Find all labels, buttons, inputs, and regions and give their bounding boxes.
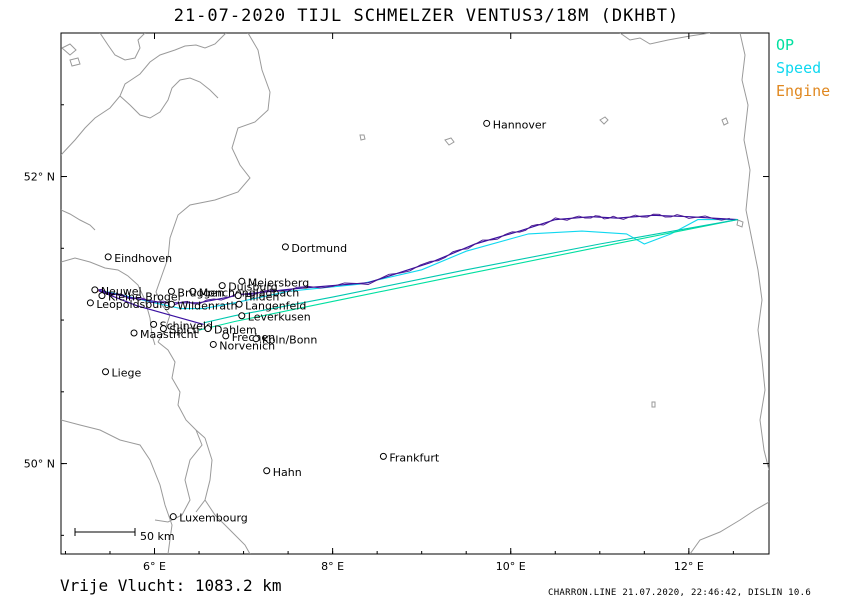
city-label: Luxembourg (179, 512, 248, 525)
flight-tracks (94, 213, 738, 331)
city-label: Monchengladbach (199, 286, 299, 299)
city-label: Hahn (273, 466, 302, 479)
city-marker (91, 286, 99, 294)
city-label: Koln/Bonn (262, 334, 317, 347)
track-track-outbound (96, 214, 738, 304)
border-be-de (157, 341, 206, 439)
city-label: Schinveld (160, 319, 213, 332)
city-label: Bruggen (177, 286, 224, 299)
map-frame (60, 32, 770, 555)
border-fr-de (204, 499, 251, 554)
city-label: Langenfeld (245, 299, 306, 312)
city-marker (218, 282, 226, 290)
y-tick-label: 50° N (24, 458, 55, 471)
scale-bar-label: 50 km (140, 530, 175, 543)
city-label: Duisburg (228, 281, 277, 294)
border-nl-de (155, 33, 271, 343)
city-label: Kleine Brogel (108, 291, 181, 304)
city-marker (222, 332, 230, 340)
city-marker (238, 312, 246, 320)
city-label: Frankfurt (389, 451, 439, 464)
city-marker (483, 119, 491, 127)
x-tick-label: 10° E (496, 560, 526, 573)
lake-6 (736, 219, 744, 228)
city-label: Meiersberg (248, 276, 309, 289)
city-marker (379, 452, 387, 460)
islands (61, 43, 81, 67)
city-marker (401, 19, 407, 25)
border-fr (61, 419, 173, 554)
city-marker (238, 277, 246, 285)
city-marker (159, 325, 167, 333)
city-label: Leopoldsburg (96, 298, 170, 311)
lake-1 (444, 137, 455, 146)
track-outbound-detail (96, 213, 730, 305)
legend: OP Speed Engine (776, 34, 830, 103)
city-label: Norvenich (219, 339, 275, 352)
estuary-scheldt (61, 209, 96, 231)
free-flight-distance: Vrije Vlucht: 1083.2 km (60, 576, 282, 595)
city-marker (150, 320, 158, 328)
city-label: Neuwel (101, 285, 142, 298)
city-markers: Bremen Hannover Dortmund Eindhoven Meiersber… (86, 17, 547, 525)
lake-2 (359, 134, 366, 141)
track-op-return-b (203, 219, 738, 324)
city-marker (86, 299, 94, 307)
city-marker (235, 300, 243, 308)
city-marker (189, 287, 197, 295)
lake-5 (721, 117, 729, 126)
border-de-east (739, 33, 769, 471)
basemap: Bremen Hannover Dortmund Eindhoven Meiersber… (61, 17, 769, 554)
lake-3 (599, 116, 609, 125)
coastline-netherlands (61, 33, 227, 156)
city-marker (252, 335, 260, 343)
y-tick-label: 52° N (24, 171, 55, 184)
lake-4 (651, 401, 656, 408)
coast-north-inner (99, 33, 146, 61)
ijsselmeer-coast (119, 77, 219, 119)
city-marker (102, 368, 110, 376)
coast-baltic (619, 33, 711, 45)
city-label: Leverkusen (248, 311, 311, 324)
city-label: Hannover (493, 118, 547, 131)
legend-item-speed: Speed (776, 59, 822, 77)
track-op-return-a (198, 219, 738, 331)
city-label: Wildenrath (177, 299, 237, 312)
city-label: Hilden (244, 291, 279, 304)
city-marker (204, 325, 212, 333)
footer-credit: CHARRON.LINE 21.07.2020, 22:46:42, DISLI… (548, 588, 812, 598)
city-marker (130, 329, 138, 337)
axes: 6° E 8° E 10° E 12° E 52° N 50° N (24, 32, 769, 573)
border-lux-de (195, 437, 213, 513)
legend-item-op: OP (776, 36, 795, 54)
border-de-cz (689, 501, 769, 554)
city-marker (98, 292, 106, 300)
border-lux (154, 429, 203, 523)
city-label: Liege (112, 367, 142, 380)
city-marker (104, 253, 112, 261)
x-tick-label: 12° E (674, 560, 704, 573)
city-marker (167, 300, 175, 308)
city-label: Eindhoven (114, 252, 172, 265)
city-marker (209, 340, 217, 348)
city-marker (169, 513, 177, 521)
legend-item-engine: Engine (776, 82, 831, 100)
map-title: 21-07-2020 TIJL SCHMELZER VENTUS3/18M (D… (173, 6, 680, 26)
x-tick-label: 8° E (321, 560, 344, 573)
city-label: Bremen (410, 17, 453, 30)
track-track-return-west (96, 289, 204, 325)
city-label: Dortmund (291, 242, 347, 255)
city-marker (281, 243, 289, 251)
scale-bar: 50 km (74, 528, 175, 543)
city-marker (263, 467, 271, 475)
city-marker (167, 287, 175, 295)
city-label: Spich (169, 324, 199, 337)
x-tick-label: 6° E (143, 560, 166, 573)
city-marker (234, 292, 242, 300)
city-label: Maastricht (140, 328, 199, 341)
